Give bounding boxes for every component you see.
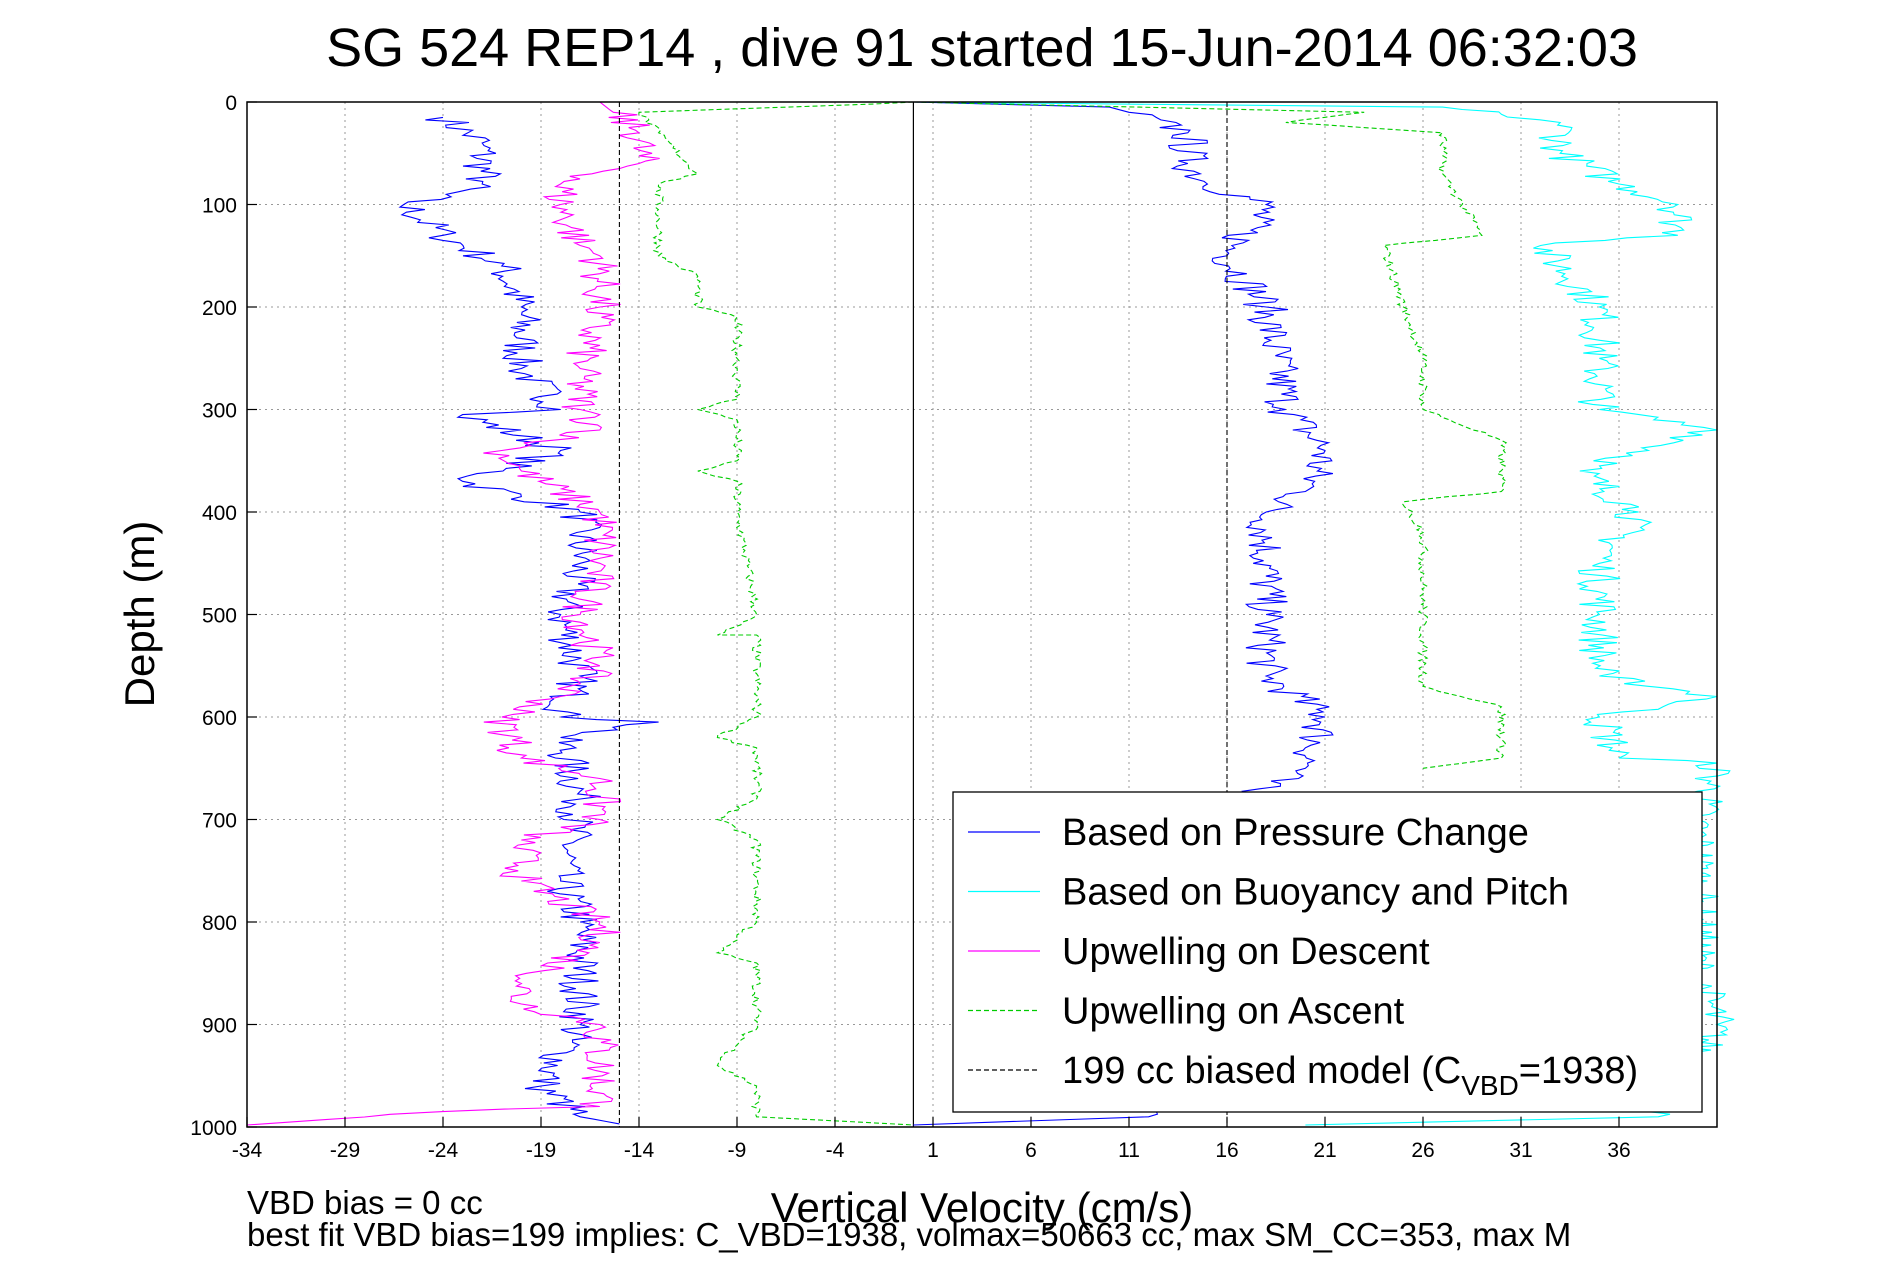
footnote-vbd-bias: VBD bias = 0 cc: [247, 1184, 483, 1221]
x-tick-label: -14: [624, 1139, 655, 1162]
x-tick-label: 1: [927, 1139, 939, 1162]
series-layer: [246, 101, 1735, 1127]
x-axis-label: Vertical Velocity (cm/s): [771, 1184, 1193, 1231]
footnote-best-fit: best fit VBD bias=199 implies: C_VBD=193…: [247, 1216, 1571, 1253]
x-tick-label: 31: [1509, 1139, 1532, 1162]
x-tick-label: -4: [826, 1139, 845, 1162]
x-tick-label: 36: [1607, 1139, 1630, 1162]
y-tick-label: 1000: [190, 1117, 237, 1140]
y-tick-label: 200: [202, 297, 237, 320]
series-line: [913, 101, 1735, 1126]
y-tick-label: 500: [202, 605, 237, 628]
x-tick-label: -24: [428, 1139, 459, 1162]
x-tick-label: -29: [330, 1139, 360, 1162]
legend-label: Upwelling on Descent: [1062, 931, 1430, 973]
ticks: -34 -29 -24 -19 -14 -9 -4 1 6 11 16 21 26 31 360100200…: [190, 92, 1630, 1162]
y-tick-label: 0: [225, 92, 237, 115]
legend-box: [952, 791, 1703, 1113]
y-tick-label: 600: [202, 707, 237, 730]
y-tick-label: 300: [202, 400, 237, 423]
y-axis-label: Depth (m): [116, 521, 163, 708]
x-tick-label: 6: [1025, 1139, 1037, 1162]
y-tick-label: 100: [202, 195, 237, 218]
y-tick-label: 900: [202, 1015, 237, 1038]
x-tick-label: 26: [1411, 1139, 1434, 1162]
series-line: [246, 101, 660, 1126]
x-tick-label: -9: [728, 1139, 747, 1162]
y-tick-label: 800: [202, 912, 237, 935]
legend-label: Upwelling on Ascent: [1062, 991, 1405, 1033]
legend: Based on Pressure Change Based on Buoyanc…: [952, 791, 1703, 1113]
x-tick-label: 16: [1215, 1139, 1238, 1162]
series-line: [398, 116, 659, 1125]
legend-label: Based on Pressure Change: [1062, 812, 1529, 854]
x-tick-label: -34: [232, 1139, 263, 1162]
series-line: [913, 101, 1508, 769]
y-tick-label: 400: [202, 502, 237, 525]
y-tick-label: 700: [202, 810, 237, 833]
legend-label: Based on Buoyancy and Pitch: [1062, 872, 1569, 914]
x-tick-label: -19: [526, 1139, 556, 1162]
chart-title: SG 524 REP14 , dive 91 started 15-Jun-20…: [326, 18, 1638, 78]
x-tick-label: 11: [1118, 1139, 1140, 1162]
x-tick-label: 21: [1313, 1139, 1336, 1162]
